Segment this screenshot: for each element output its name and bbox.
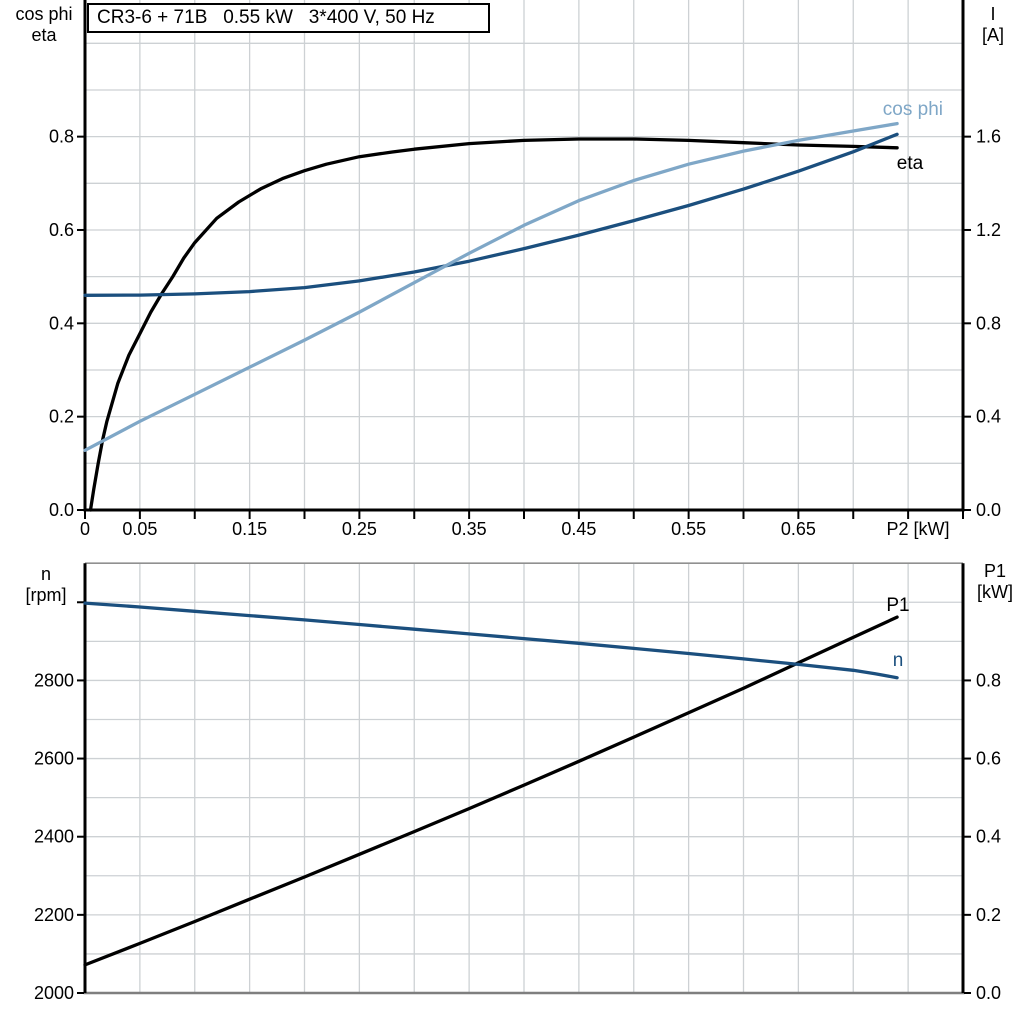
tick-label: 2800	[34, 670, 74, 690]
bottom-chart-axes	[83, 562, 965, 995]
tick-label: 0.2	[976, 905, 1001, 925]
tick-label: 0.55	[671, 519, 706, 539]
tick-label: 0.0	[976, 500, 1001, 520]
tick-label: 1.2	[976, 220, 1001, 240]
bottom-chart-curves	[83, 601, 899, 967]
tick-label: 0.6	[976, 749, 1001, 769]
tick-label: 2000	[34, 983, 74, 1003]
tick-label: 0.4	[976, 827, 1001, 847]
bottom-chart-ticks	[77, 601, 971, 994]
n-axis-title-line2: [rpm]	[25, 585, 67, 605]
p1-curve-label: P1	[886, 595, 910, 616]
chart-title-box: CR3-6 + 71B 0.55 kW 3*400 V, 50 Hz	[87, 3, 490, 33]
p1-axis-title-line2: [kW]	[977, 582, 1013, 602]
tick-label: 0.8	[976, 313, 1001, 333]
curve-cos-phi	[83, 121, 899, 452]
top-chart-gridlines	[85, 0, 963, 510]
tick-label: 0.6	[49, 220, 74, 240]
curve-eta	[88, 137, 899, 512]
x-axis-title: P2 [kW]	[886, 519, 949, 539]
top-chart-curves	[83, 121, 899, 512]
eta-curve-label: eta	[896, 153, 924, 174]
tick-label: 2200	[34, 905, 74, 925]
tick-label: 0.25	[342, 519, 377, 539]
tick-label: 0	[80, 519, 90, 539]
curve-n	[83, 601, 899, 680]
tick-label: 0.4	[49, 313, 74, 333]
curve-P1	[83, 615, 899, 967]
top-chart-tick-labels: 0 0.05 0.15 0.25 0.35 0.45 0.55 0.65 P2 [kW] 0.0 0…	[49, 127, 1001, 539]
top-right-axis-title: I [A]	[964, 4, 1022, 46]
tick-label: 0.0	[976, 983, 1001, 1003]
top-left-axis-title: cos phi eta	[2, 4, 86, 46]
cos-phi-curve-label: cos phi	[882, 99, 943, 120]
tick-label: 0.0	[49, 500, 74, 520]
bottom-chart-gridlines	[85, 563, 963, 993]
right-axis-title-line2: [A]	[981, 25, 1004, 45]
tick-label: 0.65	[781, 519, 816, 539]
tick-label: 0.15	[232, 519, 267, 539]
bottom-chart-tick-labels: 2000 2200 2400 2600 2800 0.0 0.2 0.4 0.6 0.8	[34, 670, 1001, 1003]
bottom-left-axis-title: n [rpm]	[6, 564, 86, 606]
curve-I	[83, 132, 899, 297]
tick-label: 0.8	[976, 670, 1001, 690]
n-curve-label: n	[892, 650, 904, 671]
n-axis-title-line1: n	[40, 564, 51, 584]
tick-label: 0.45	[561, 519, 596, 539]
top-chart-axes	[83, 0, 965, 512]
tick-label: 1.6	[976, 127, 1001, 147]
tick-label: 0.05	[122, 519, 157, 539]
tick-label: 2400	[34, 827, 74, 847]
tick-label: 0.4	[976, 407, 1001, 427]
right-axis-title-line1: I	[990, 4, 996, 24]
top-chart-ticks	[77, 135, 971, 519]
tick-label: 0.8	[49, 127, 74, 147]
tick-label: 2600	[34, 749, 74, 769]
tick-label: 0.35	[452, 519, 487, 539]
left-axis-title-line2: eta	[31, 25, 57, 45]
p1-axis-title-line1: P1	[983, 561, 1007, 581]
tick-label: 0.2	[49, 407, 74, 427]
bottom-right-axis-title: P1 [kW]	[966, 561, 1024, 603]
left-axis-title-line1: cos phi	[15, 4, 73, 24]
